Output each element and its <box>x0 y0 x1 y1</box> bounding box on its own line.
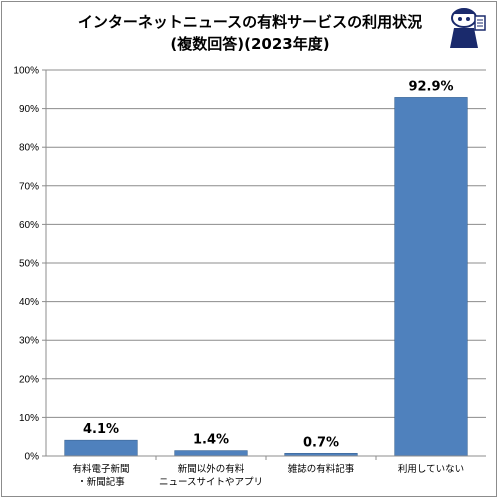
bars <box>64 97 468 457</box>
y-tick-label: 50% <box>19 259 39 270</box>
y-tick-label: 20% <box>19 374 39 385</box>
bar <box>64 439 138 457</box>
y-tick-label: 90% <box>19 104 39 115</box>
bar <box>174 450 248 457</box>
data-labels: 4.1% 1.4% 0.7% 92.9% <box>83 79 454 450</box>
y-tick-label: 40% <box>19 297 39 308</box>
category-label: 利用していない <box>398 463 464 475</box>
y-tick-label: 60% <box>19 220 39 231</box>
y-tick-label: 70% <box>19 181 39 192</box>
data-label: 0.7% <box>303 435 339 450</box>
data-label: 4.1% <box>83 422 119 437</box>
reporter-mascot-icon <box>450 8 486 48</box>
category-label: ・新聞記事 <box>77 476 125 488</box>
data-label: 1.4% <box>193 433 229 448</box>
category-label: 雑誌の有料記事 <box>288 463 355 475</box>
y-tick-label: 30% <box>19 336 39 347</box>
y-tick-label: 80% <box>19 143 39 154</box>
chart-subtitle: (複数回答)(2023年度) <box>170 35 330 53</box>
category-label: ニュースサイトやアプリ <box>159 477 263 488</box>
y-tick-label: 100% <box>13 66 39 77</box>
data-label: 92.9% <box>408 79 453 94</box>
y-tick-label: 10% <box>19 413 39 424</box>
chart-title: インターネットニュースの有料サービスの利用状況 <box>77 13 423 31</box>
y-axis-ticks: 0% 10% 20% 30% 40% 50% 60% 70% 80% 90% 100% <box>13 66 46 463</box>
category-label: 有料電子新聞 <box>72 463 129 475</box>
y-tick-label: 0% <box>25 452 40 463</box>
bar <box>394 97 468 457</box>
category-label: 新聞以外の有料 <box>178 463 245 475</box>
axes <box>45 70 486 460</box>
